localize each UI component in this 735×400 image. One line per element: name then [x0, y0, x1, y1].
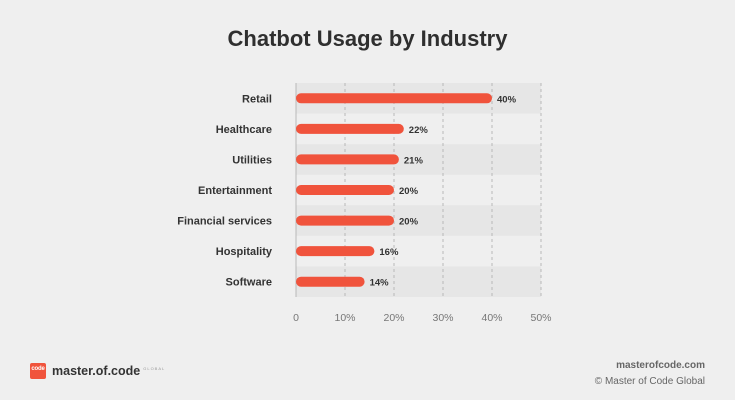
value-label: 22%	[409, 125, 429, 136]
value-label: 21%	[404, 155, 424, 166]
category-label: Financial services	[177, 216, 272, 228]
category-label: Utilities	[232, 154, 272, 166]
value-label: 40%	[497, 94, 517, 105]
logo-icon: code	[30, 363, 46, 379]
footer-copyright: © Master of Code Global	[594, 376, 705, 387]
logo-text: master.of.code	[52, 364, 141, 378]
value-label: 20%	[399, 186, 419, 197]
x-tick-label: 0	[293, 312, 299, 324]
footer-site: masterofcode.com	[616, 360, 705, 371]
category-label: Healthcare	[216, 124, 272, 136]
bar	[296, 123, 404, 134]
x-tick-label: 50%	[530, 312, 551, 324]
category-label: Retail	[242, 93, 272, 105]
category-label: Software	[226, 277, 272, 289]
x-tick-label: 10%	[334, 312, 355, 324]
bar	[296, 93, 492, 104]
bar	[296, 185, 394, 195]
logo-subtext: GLOBAL	[143, 365, 166, 371]
x-tick-label: 30%	[432, 312, 453, 324]
bar	[296, 246, 375, 257]
category-label: Hospitality	[216, 246, 273, 258]
category-label: Entertainment	[198, 185, 272, 197]
x-tick-label: 40%	[481, 312, 502, 324]
bar	[296, 154, 399, 165]
bar	[296, 215, 394, 226]
bar	[296, 276, 365, 287]
value-label: 16%	[379, 247, 399, 258]
value-label: 20%	[399, 217, 419, 228]
footer-credits: masterofcode.com © Master of Code Global	[595, 358, 705, 390]
value-label: 14%	[370, 278, 390, 289]
brand-logo: code master.of.code GLOBAL	[30, 363, 165, 379]
x-tick-label: 20%	[383, 312, 404, 324]
chart-title: Chatbot Usage by Industry	[227, 26, 508, 51]
